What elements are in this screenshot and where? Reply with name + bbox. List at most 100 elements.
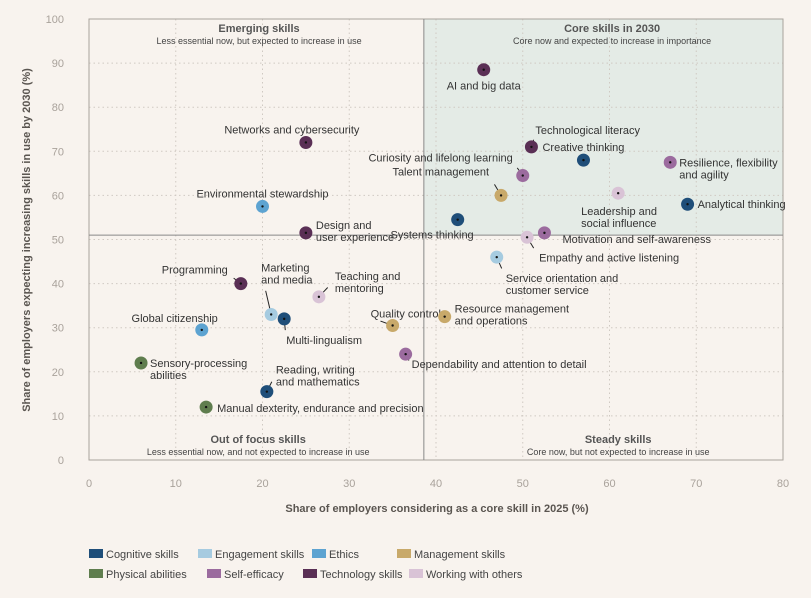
point-label: Reading, writing and mathematics [276,365,360,389]
point-center-dot [304,141,308,144]
point-label: Teaching and mentoring [335,271,400,295]
quadrant-subtitle-steady: Core now, but not expected to increase i… [527,447,710,457]
legend-swatch [397,549,411,558]
x-tick-label: 80 [777,478,789,490]
point-center-dot [404,352,407,356]
point-center-dot [239,282,243,285]
point-center-dot [495,255,498,259]
point-label: Quality control [371,308,441,320]
point-label: Resource management and operations [455,304,569,328]
point-label: Talent management [392,166,489,178]
y-tick-label: 70 [52,146,64,158]
legend-label: Physical abilities [106,569,187,581]
point-label: Curiosity and lifelong learning [368,153,512,165]
point-center-dot [530,145,533,149]
point-center-dot [669,161,672,164]
legend-label: Cognitive skills [106,549,179,561]
point-center-dot [317,295,321,299]
legend-swatch [89,569,103,578]
y-tick-label: 0 [58,455,64,467]
point-label: AI and big data [447,81,522,93]
point-center-dot [204,405,208,409]
y-tick-label: 100 [46,14,64,26]
quadrant-title-core: Core skills in 2030 [564,23,660,35]
point-label: Motivation and self-awareness [562,234,711,246]
point-label: Resilience, flexibility and agility [679,157,778,181]
point-label: Analytical thinking [698,199,786,211]
point-label: Design and user experience [316,220,394,244]
point-label: Multi-lingualism [286,335,362,347]
point-center-dot [443,315,446,318]
legend-label: Engagement skills [215,549,305,561]
quadrant-title-steady: Steady skills [585,434,652,446]
point-label: Service orientation and customer service [506,273,619,297]
point-center-dot [282,317,286,321]
x-tick-label: 40 [430,478,442,490]
y-tick-label: 60 [52,190,64,202]
point-center-dot [525,236,529,239]
x-tick-label: 70 [690,478,702,490]
x-tick-label: 0 [86,478,92,490]
point-label: Empathy and active listening [539,252,679,264]
y-tick-label: 10 [52,411,64,423]
point-center-dot [139,361,143,365]
x-tick-label: 50 [517,478,529,490]
point-label: Leadership and social influence [581,206,657,230]
point-center-dot [686,203,689,206]
point-center-dot [482,68,485,71]
point-label: Programming [162,265,228,277]
legend-swatch [198,549,212,558]
point-label: Global citizenship [132,313,218,325]
y-tick-label: 40 [52,279,64,291]
legend-swatch [207,569,221,578]
legend-swatch [89,549,103,558]
plot-frame [88,18,784,461]
quadrant-subtitle-out-of-focus: Less essential now, and not expected to … [147,447,370,457]
x-tick-label: 60 [603,478,615,490]
x-tick-label: 30 [343,478,355,490]
point-center-dot [391,324,394,327]
point-label: Creative thinking [542,142,624,154]
point-label: Marketing and media [261,262,313,286]
legend-label: Self-efficacy [224,569,284,581]
point-label: Technological literacy [535,125,640,137]
legend-swatch [303,569,317,578]
legend-label: Technology skills [320,569,403,581]
legend-swatch [409,569,423,578]
point-center-dot [265,390,269,393]
x-axis-title: Share of employers considering as a core… [285,503,589,515]
point-center-dot [616,191,620,195]
x-tick-label: 20 [256,478,268,490]
quadrant-subtitle-emerging: Less essential now, but expected to incr… [156,36,361,46]
point-label: Sensory-processing abilities [150,358,247,382]
y-tick-label: 50 [52,235,64,247]
legend-label: Management skills [414,549,506,561]
y-tick-label: 80 [52,102,64,114]
point-center-dot [521,174,524,177]
point-center-dot [304,231,308,235]
y-tick-label: 30 [52,323,64,335]
quadrant-title-out-of-focus: Out of focus skills [210,434,305,446]
point-center-dot [582,158,585,162]
y-tick-label: 90 [52,58,64,70]
point-center-dot [499,194,503,197]
point-label: Systems thinking [391,230,474,242]
quadrant-subtitle-core: Core now and expected to increase in imp… [513,36,711,46]
point-label: Networks and cybersecurity [224,124,360,136]
legend-label: Ethics [329,549,359,561]
legend-swatch [312,549,326,558]
point-label: Environmental stewardship [196,188,328,200]
point-center-dot [200,328,203,332]
legend-label: Working with others [426,569,523,581]
point-center-dot [543,231,546,235]
y-axis-title: Share of employers expecting increasing … [21,68,33,412]
quadrant-title-emerging: Emerging skills [218,23,299,35]
x-tick-label: 10 [170,478,182,490]
point-center-dot [269,313,273,316]
point-center-dot [261,205,264,208]
core-quadrant-shade [423,19,783,236]
point-center-dot [456,218,459,221]
point-label: Dependability and attention to detail [412,359,587,371]
point-label: Manual dexterity, endurance and precisio… [217,403,423,415]
